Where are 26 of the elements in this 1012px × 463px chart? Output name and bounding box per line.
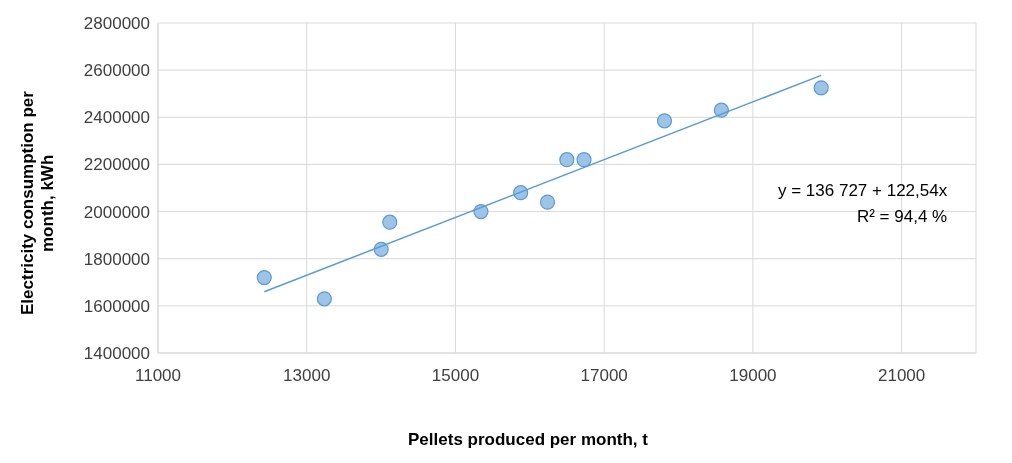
y-tick-label: 1800000 <box>83 249 150 269</box>
x-tick-label: 11000 <box>134 366 182 386</box>
y-tick-label: 1600000 <box>83 296 150 316</box>
point <box>576 152 592 168</box>
y-axis-title: Electricity consumption per month, kWh <box>18 90 58 317</box>
y-tick-label: 2800000 <box>83 14 150 34</box>
point <box>559 152 575 168</box>
point <box>256 269 272 286</box>
x-tick-label: 13000 <box>283 366 331 386</box>
x-tick-label: 19000 <box>729 366 777 386</box>
x-tick-label: 17000 <box>580 366 628 386</box>
x-axis-title: Pellets produced per month, t <box>407 430 649 450</box>
annotation: y = 136 727 + 122,54x <box>778 180 948 202</box>
point <box>813 80 829 96</box>
annotation: R² = 94,4 % <box>855 206 948 228</box>
x-tick-label: 15000 <box>431 366 480 386</box>
y-tick-label: 2600000 <box>83 61 150 81</box>
y-tick-label: 2400000 <box>83 108 150 128</box>
y-tick-label: 2000000 <box>83 202 150 222</box>
y-tick-label: 1400000 <box>83 344 150 364</box>
point <box>316 291 332 307</box>
point <box>656 113 673 129</box>
x-tick-label: 21000 <box>878 366 926 386</box>
point <box>539 194 556 210</box>
y-tick-label: 2200000 <box>83 155 150 175</box>
point <box>382 214 398 230</box>
